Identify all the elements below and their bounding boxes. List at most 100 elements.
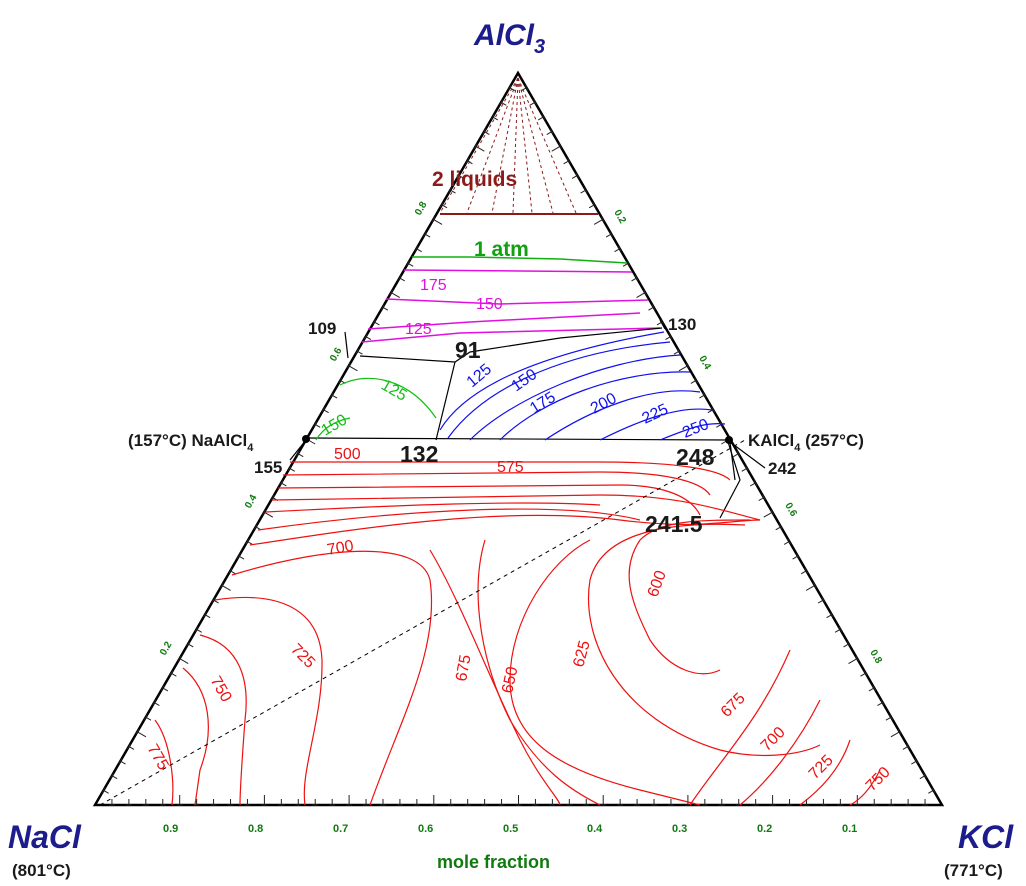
tick-mark [897,728,902,735]
tick-mark [792,555,799,560]
tick-mark [196,628,202,633]
tick-mark [583,187,588,193]
tick-mark [911,760,917,765]
tick-mark [541,114,546,120]
axis-title: mole fraction [437,852,550,872]
two-liquids-label: 2 liquids [432,168,517,191]
tick-mark [651,304,656,311]
tick-mark [660,319,665,325]
bottom-tick-label: 0.3 [672,823,687,835]
tick-mark [382,306,389,311]
bottom-tick-labels: 0.9 0.8 0.7 0.6 0.5 0.4 0.3 0.2 0.1 [163,823,857,835]
tick-mark [609,231,614,237]
tick-mark [880,699,885,706]
isotherm-label: 650 [499,665,521,695]
tick-mark [533,99,537,106]
tick-mark [279,480,284,486]
isotherm-label: 175 [527,389,559,418]
tick-mark [529,101,536,106]
tick-mark [636,292,646,299]
tick-mark [694,377,699,384]
tick-mark [860,672,866,677]
tick-mark [211,597,216,603]
tick-mark [719,421,724,428]
tick-mark [186,641,190,647]
tick-mark [643,289,648,296]
tick-mark [331,394,338,399]
tick-mark [194,626,199,633]
tick-mark [145,716,152,721]
tick-mark [187,643,194,648]
tick-mark [761,494,766,501]
tick-mark [919,775,926,780]
tick-mark [711,406,715,413]
tick-mark [770,509,775,516]
tick-mark [558,143,563,150]
point-label-91: 91 [455,337,481,363]
point-label-155: 155 [254,458,282,477]
bottom-tick-label: 0.2 [757,823,772,835]
tick-mark [812,582,817,589]
tick-mark [575,172,580,179]
tick-mark [521,87,527,92]
tick-mark [634,275,639,281]
isotherm-label: 675 [453,653,474,682]
tick-mark [247,541,253,545]
tick-mark [928,789,934,794]
tick-mark [549,128,554,135]
tick-mark [456,172,461,179]
composition-join-line [99,439,746,806]
tick-mark [775,526,782,531]
tick-mark [685,362,690,369]
tick-mark [778,523,783,530]
tick-mark [648,306,654,311]
point-label-132: 132 [400,441,438,467]
tick-mark [593,218,604,225]
blue-isotherm-labels: 125 150 175 200 225 250 [464,361,712,442]
tick-mark [236,553,241,559]
tick-mark [314,423,321,428]
tick-mark [433,218,443,225]
tick-mark [690,380,697,384]
tick-mark [787,538,792,545]
isotherm-label: 700 [758,724,789,755]
tick-mark [406,260,410,267]
green-isotherm-labels: 125 150 [319,377,410,440]
tick-mark [120,760,126,765]
tick-mark [399,277,406,282]
tick-mark [758,497,765,501]
tick-mark [868,687,875,692]
tick-mark [668,333,673,340]
tick-mark [465,157,470,164]
tick-mark [323,409,329,414]
tick-mark [588,204,595,209]
tick-mark [416,248,422,253]
tick-mark [128,746,135,750]
tick-mark [902,746,909,750]
tick-mark [763,511,773,518]
bottom-tick-label: 0.7 [333,823,348,835]
tick-mark [346,362,351,369]
tick-mark [524,84,529,91]
tick-mark [219,582,224,589]
tick-mark [483,131,490,135]
green-isotherms [315,377,437,441]
tick-mark [390,292,401,299]
tick-mark [213,599,219,604]
tick-mark [678,365,688,372]
tick-mark [805,584,816,591]
right-tick-label: 0.8 [867,648,884,666]
left-tick-label: 0.4 [243,493,260,511]
naalcl4-label: (157°C) NaAlCl4 [128,431,254,454]
two-liquid-tie-lines [439,77,577,214]
tick-mark [297,453,304,458]
tick-mark [617,245,622,252]
isotherm-label: 725 [806,752,837,783]
isotherm-label: 750 [207,674,235,706]
tick-mark [230,570,236,575]
tick-mark [448,187,453,193]
tick-mark [355,348,360,355]
tick-mark [923,772,927,779]
point-label-241-5: 241.5 [645,511,703,537]
magenta-isotherms [361,269,661,343]
